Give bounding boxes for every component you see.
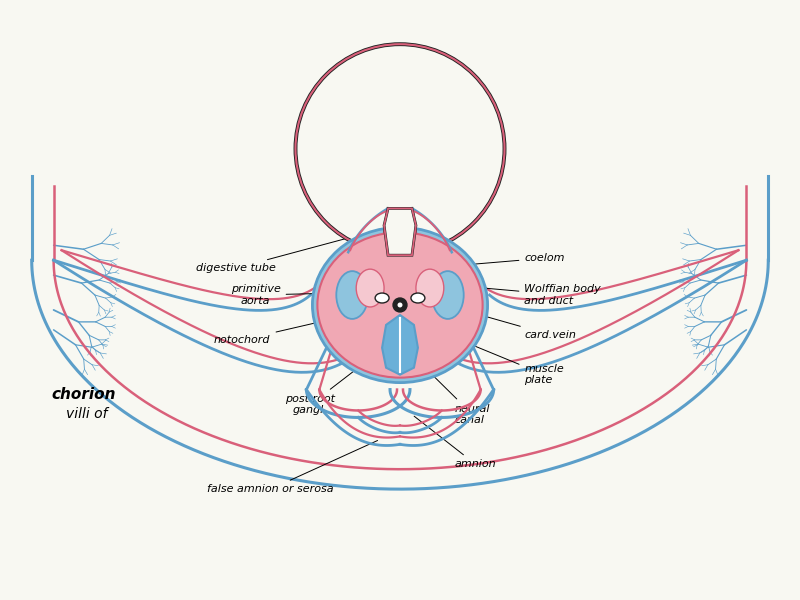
Text: false amnion or serosa: false amnion or serosa <box>207 440 378 494</box>
Ellipse shape <box>411 293 425 303</box>
Text: primitive
aorta: primitive aorta <box>230 284 379 306</box>
Text: amnion: amnion <box>414 416 496 469</box>
Ellipse shape <box>318 232 482 377</box>
Circle shape <box>398 302 402 307</box>
Text: yolk-sac.: yolk-sac. <box>370 142 430 156</box>
Ellipse shape <box>432 271 464 319</box>
Text: chorion: chorion <box>51 387 116 402</box>
Text: card.vein: card.vein <box>458 309 576 340</box>
Text: digestive tube: digestive tube <box>196 229 382 273</box>
Text: Wolffian body
and duct: Wolffian body and duct <box>453 284 601 306</box>
Text: coelom: coelom <box>465 253 565 265</box>
Ellipse shape <box>336 271 368 319</box>
Polygon shape <box>382 315 418 374</box>
Ellipse shape <box>416 269 444 307</box>
Text: muscle
plate: muscle plate <box>458 339 564 385</box>
Text: neural
canal: neural canal <box>414 356 490 425</box>
Ellipse shape <box>356 269 384 307</box>
Text: villi of: villi of <box>66 407 107 421</box>
Circle shape <box>393 298 407 312</box>
Circle shape <box>295 44 505 253</box>
Polygon shape <box>384 208 416 255</box>
Text: post.root
gangl.: post.root gangl. <box>286 346 386 415</box>
Ellipse shape <box>313 227 487 383</box>
Text: notochord: notochord <box>214 305 390 345</box>
Ellipse shape <box>375 293 389 303</box>
